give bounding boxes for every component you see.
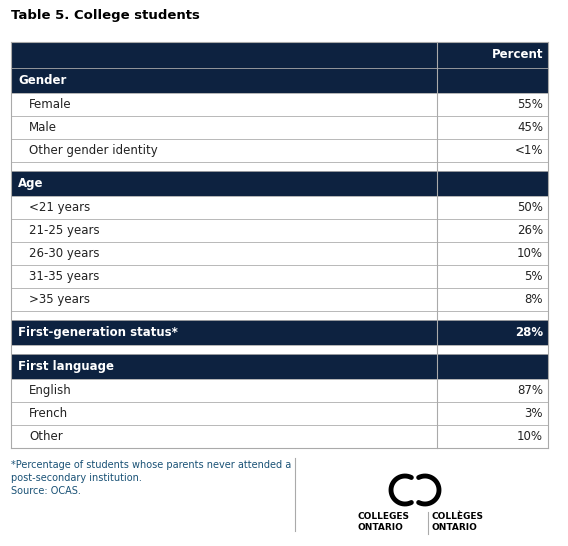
- Text: First-generation status*: First-generation status*: [18, 326, 178, 339]
- Text: *Percentage of students whose parents never attended a: *Percentage of students whose parents ne…: [11, 460, 291, 470]
- Text: Percent: Percent: [491, 49, 543, 62]
- Bar: [11, 288, 437, 311]
- Text: Age: Age: [18, 177, 44, 190]
- Text: <1%: <1%: [515, 144, 543, 157]
- Text: ONTARIO: ONTARIO: [358, 523, 404, 532]
- Bar: [437, 265, 548, 288]
- Bar: [11, 116, 437, 139]
- Text: English: English: [29, 384, 72, 397]
- Text: Table 5. College students: Table 5. College students: [11, 9, 200, 22]
- Bar: [11, 379, 437, 402]
- Text: post-secondary institution.: post-secondary institution.: [11, 473, 142, 483]
- Text: 45%: 45%: [517, 121, 543, 134]
- Text: <21 years: <21 years: [29, 201, 90, 214]
- Bar: [11, 68, 437, 93]
- Bar: [11, 320, 437, 345]
- Bar: [437, 93, 548, 116]
- Text: 5%: 5%: [524, 270, 543, 283]
- Text: COLLÈGES: COLLÈGES: [432, 512, 484, 521]
- Text: Other gender identity: Other gender identity: [29, 144, 158, 157]
- Bar: [437, 354, 548, 379]
- Bar: [437, 379, 548, 402]
- Text: 3%: 3%: [524, 407, 543, 420]
- Bar: [11, 425, 437, 448]
- Text: 10%: 10%: [517, 430, 543, 443]
- Bar: [11, 42, 437, 68]
- Bar: [437, 171, 548, 196]
- Text: 21-25 years: 21-25 years: [29, 224, 99, 237]
- Text: >35 years: >35 years: [29, 293, 90, 306]
- Bar: [11, 139, 437, 162]
- Bar: [437, 196, 548, 219]
- Bar: [437, 425, 548, 448]
- Bar: [437, 288, 548, 311]
- Bar: [11, 265, 437, 288]
- Bar: [437, 116, 548, 139]
- Bar: [11, 171, 437, 196]
- Text: Other: Other: [29, 430, 62, 443]
- Text: 55%: 55%: [517, 98, 543, 111]
- Text: ONTARIO: ONTARIO: [432, 523, 478, 532]
- Bar: [437, 320, 548, 345]
- Text: Female: Female: [29, 98, 72, 111]
- Bar: [11, 219, 437, 242]
- Text: 31-35 years: 31-35 years: [29, 270, 99, 283]
- Text: 10%: 10%: [517, 247, 543, 260]
- Text: Gender: Gender: [18, 74, 66, 87]
- Text: 87%: 87%: [517, 384, 543, 397]
- Bar: [11, 196, 437, 219]
- Bar: [437, 402, 548, 425]
- Bar: [11, 311, 548, 320]
- Bar: [437, 42, 548, 68]
- Text: French: French: [29, 407, 68, 420]
- Bar: [437, 68, 548, 93]
- Bar: [437, 242, 548, 265]
- Bar: [11, 93, 437, 116]
- Text: 8%: 8%: [524, 293, 543, 306]
- Text: Male: Male: [29, 121, 57, 134]
- Bar: [437, 139, 548, 162]
- Bar: [11, 354, 437, 379]
- Bar: [11, 402, 437, 425]
- Bar: [11, 345, 548, 354]
- Bar: [11, 242, 437, 265]
- Text: 26-30 years: 26-30 years: [29, 247, 99, 260]
- Text: Source: OCAS.: Source: OCAS.: [11, 486, 81, 496]
- Text: 26%: 26%: [517, 224, 543, 237]
- Text: 28%: 28%: [515, 326, 543, 339]
- Bar: [11, 162, 548, 171]
- Text: COLLEGES: COLLEGES: [358, 512, 410, 521]
- Text: 50%: 50%: [517, 201, 543, 214]
- Text: First language: First language: [18, 360, 114, 373]
- Bar: [437, 219, 548, 242]
